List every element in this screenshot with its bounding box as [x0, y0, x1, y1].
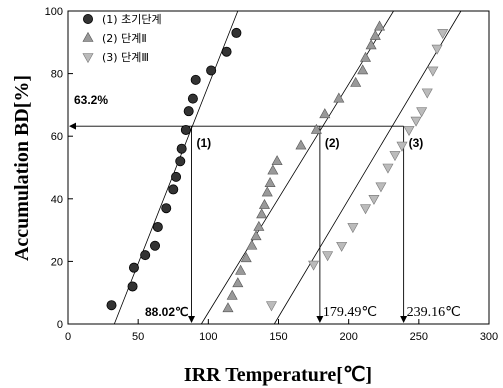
- reference-vline-arrow-3: [400, 316, 408, 323]
- series-2-point: [258, 198, 270, 209]
- legend-marker-3: [82, 53, 94, 64]
- series-2-point: [264, 177, 276, 187]
- fit-line-2: [200, 10, 394, 325]
- series-2-point: [319, 108, 331, 119]
- series-3-point: [359, 204, 372, 215]
- series-1-point: [176, 143, 187, 154]
- reference-vline-label-1: 88.02℃: [145, 305, 189, 319]
- x-tick-label: 50: [132, 331, 144, 343]
- legend-marker-2: [82, 31, 94, 42]
- series-3-point: [347, 223, 359, 234]
- series-3-point: [389, 151, 401, 162]
- reference-vline-label-3: 239.16℃: [407, 305, 461, 320]
- reference-vline-label-2: 179.49℃: [323, 305, 377, 320]
- series-1-point: [231, 27, 242, 38]
- series-2-point: [333, 92, 345, 103]
- reference-hline-arrow: [69, 122, 76, 130]
- y-tick-label: 20: [51, 256, 63, 268]
- series-2-point: [240, 252, 252, 263]
- x-axis-title: IRR Temperature[℃]: [184, 364, 372, 386]
- series-2-point: [271, 155, 283, 166]
- series-2-point: [253, 220, 265, 231]
- x-tick-label: 100: [199, 331, 217, 343]
- series-3-point: [322, 251, 334, 262]
- series-1-point: [152, 221, 163, 232]
- series-3-point: [427, 66, 439, 77]
- reference-vline-tag-3: (3): [409, 136, 424, 150]
- series-2-point: [365, 39, 377, 50]
- y-tick-label: 100: [45, 6, 63, 18]
- x-tick-label: 0: [65, 331, 71, 343]
- series-1-point: [175, 156, 186, 167]
- y-axis-title: Accumulation BD[%]: [11, 75, 33, 261]
- x-tick-label: 300: [480, 331, 498, 343]
- series-2-point: [295, 139, 307, 150]
- series-1-point: [171, 171, 182, 182]
- legend-label-3: (3) 단계Ⅲ: [102, 51, 149, 64]
- series-2-point: [374, 20, 386, 31]
- series-3-point: [375, 182, 387, 193]
- series-2-point: [235, 264, 247, 275]
- legend-marker-1: [83, 13, 94, 24]
- series-1-point: [128, 262, 139, 273]
- series-2-point: [350, 76, 362, 87]
- series-2-point: [226, 289, 238, 300]
- series-3-point: [403, 126, 415, 137]
- series-3-point: [416, 107, 428, 118]
- series-2-point: [232, 277, 244, 288]
- series-3-point: [431, 44, 443, 55]
- y-tick-label: 0: [57, 319, 63, 331]
- series-2-point: [222, 302, 234, 313]
- x-tick-label: 200: [339, 331, 357, 343]
- series-3-point: [410, 116, 422, 127]
- series-2-point: [250, 230, 262, 241]
- series-1-point: [150, 240, 161, 251]
- series-2-point: [310, 123, 322, 134]
- series-3-point: [382, 163, 394, 174]
- series-1-point: [127, 281, 138, 292]
- series-3-point: [308, 260, 320, 271]
- y-tick-label: 80: [51, 69, 63, 81]
- series-1-point: [187, 93, 198, 104]
- legend-label-2: (2) 단계Ⅱ: [102, 32, 147, 45]
- y-tick-label: 40: [51, 194, 63, 206]
- series-2-point: [357, 64, 369, 75]
- x-tick-label: 150: [269, 331, 287, 343]
- series-3-point: [265, 301, 277, 312]
- x-tick-label: 250: [410, 331, 428, 343]
- series-1-point: [106, 300, 117, 311]
- series-2-point: [267, 164, 279, 175]
- series-1-point: [183, 106, 194, 117]
- series-3-point: [421, 88, 433, 99]
- series-1-point: [190, 74, 201, 85]
- series-3-point: [336, 241, 348, 252]
- reference-vline-tag-1: (1): [197, 136, 212, 150]
- reference-vline-arrow-1: [188, 316, 196, 323]
- reference-hline-label: 63.2%: [74, 93, 108, 107]
- series-2-point: [261, 186, 273, 197]
- y-tick-label: 60: [51, 131, 63, 143]
- series-1-point: [206, 65, 217, 76]
- series-1-point: [180, 124, 191, 135]
- series-1-point: [140, 250, 151, 261]
- series-1-point: [168, 184, 179, 195]
- series-3-point: [396, 141, 408, 152]
- series-1-point: [161, 203, 172, 214]
- series-1-point: [221, 46, 232, 57]
- reference-vline-tag-2: (2): [325, 136, 340, 150]
- series-3-point: [368, 195, 380, 205]
- series-2-point: [246, 239, 258, 250]
- series-2-point: [359, 51, 372, 62]
- reference-vline-arrow-2: [316, 316, 324, 323]
- series-2-point: [256, 208, 268, 219]
- fit-line-3: [273, 10, 462, 325]
- series-3-point: [437, 29, 449, 40]
- series-2-point: [369, 29, 381, 40]
- legend-label-1: (1) 초기단계: [102, 13, 162, 26]
